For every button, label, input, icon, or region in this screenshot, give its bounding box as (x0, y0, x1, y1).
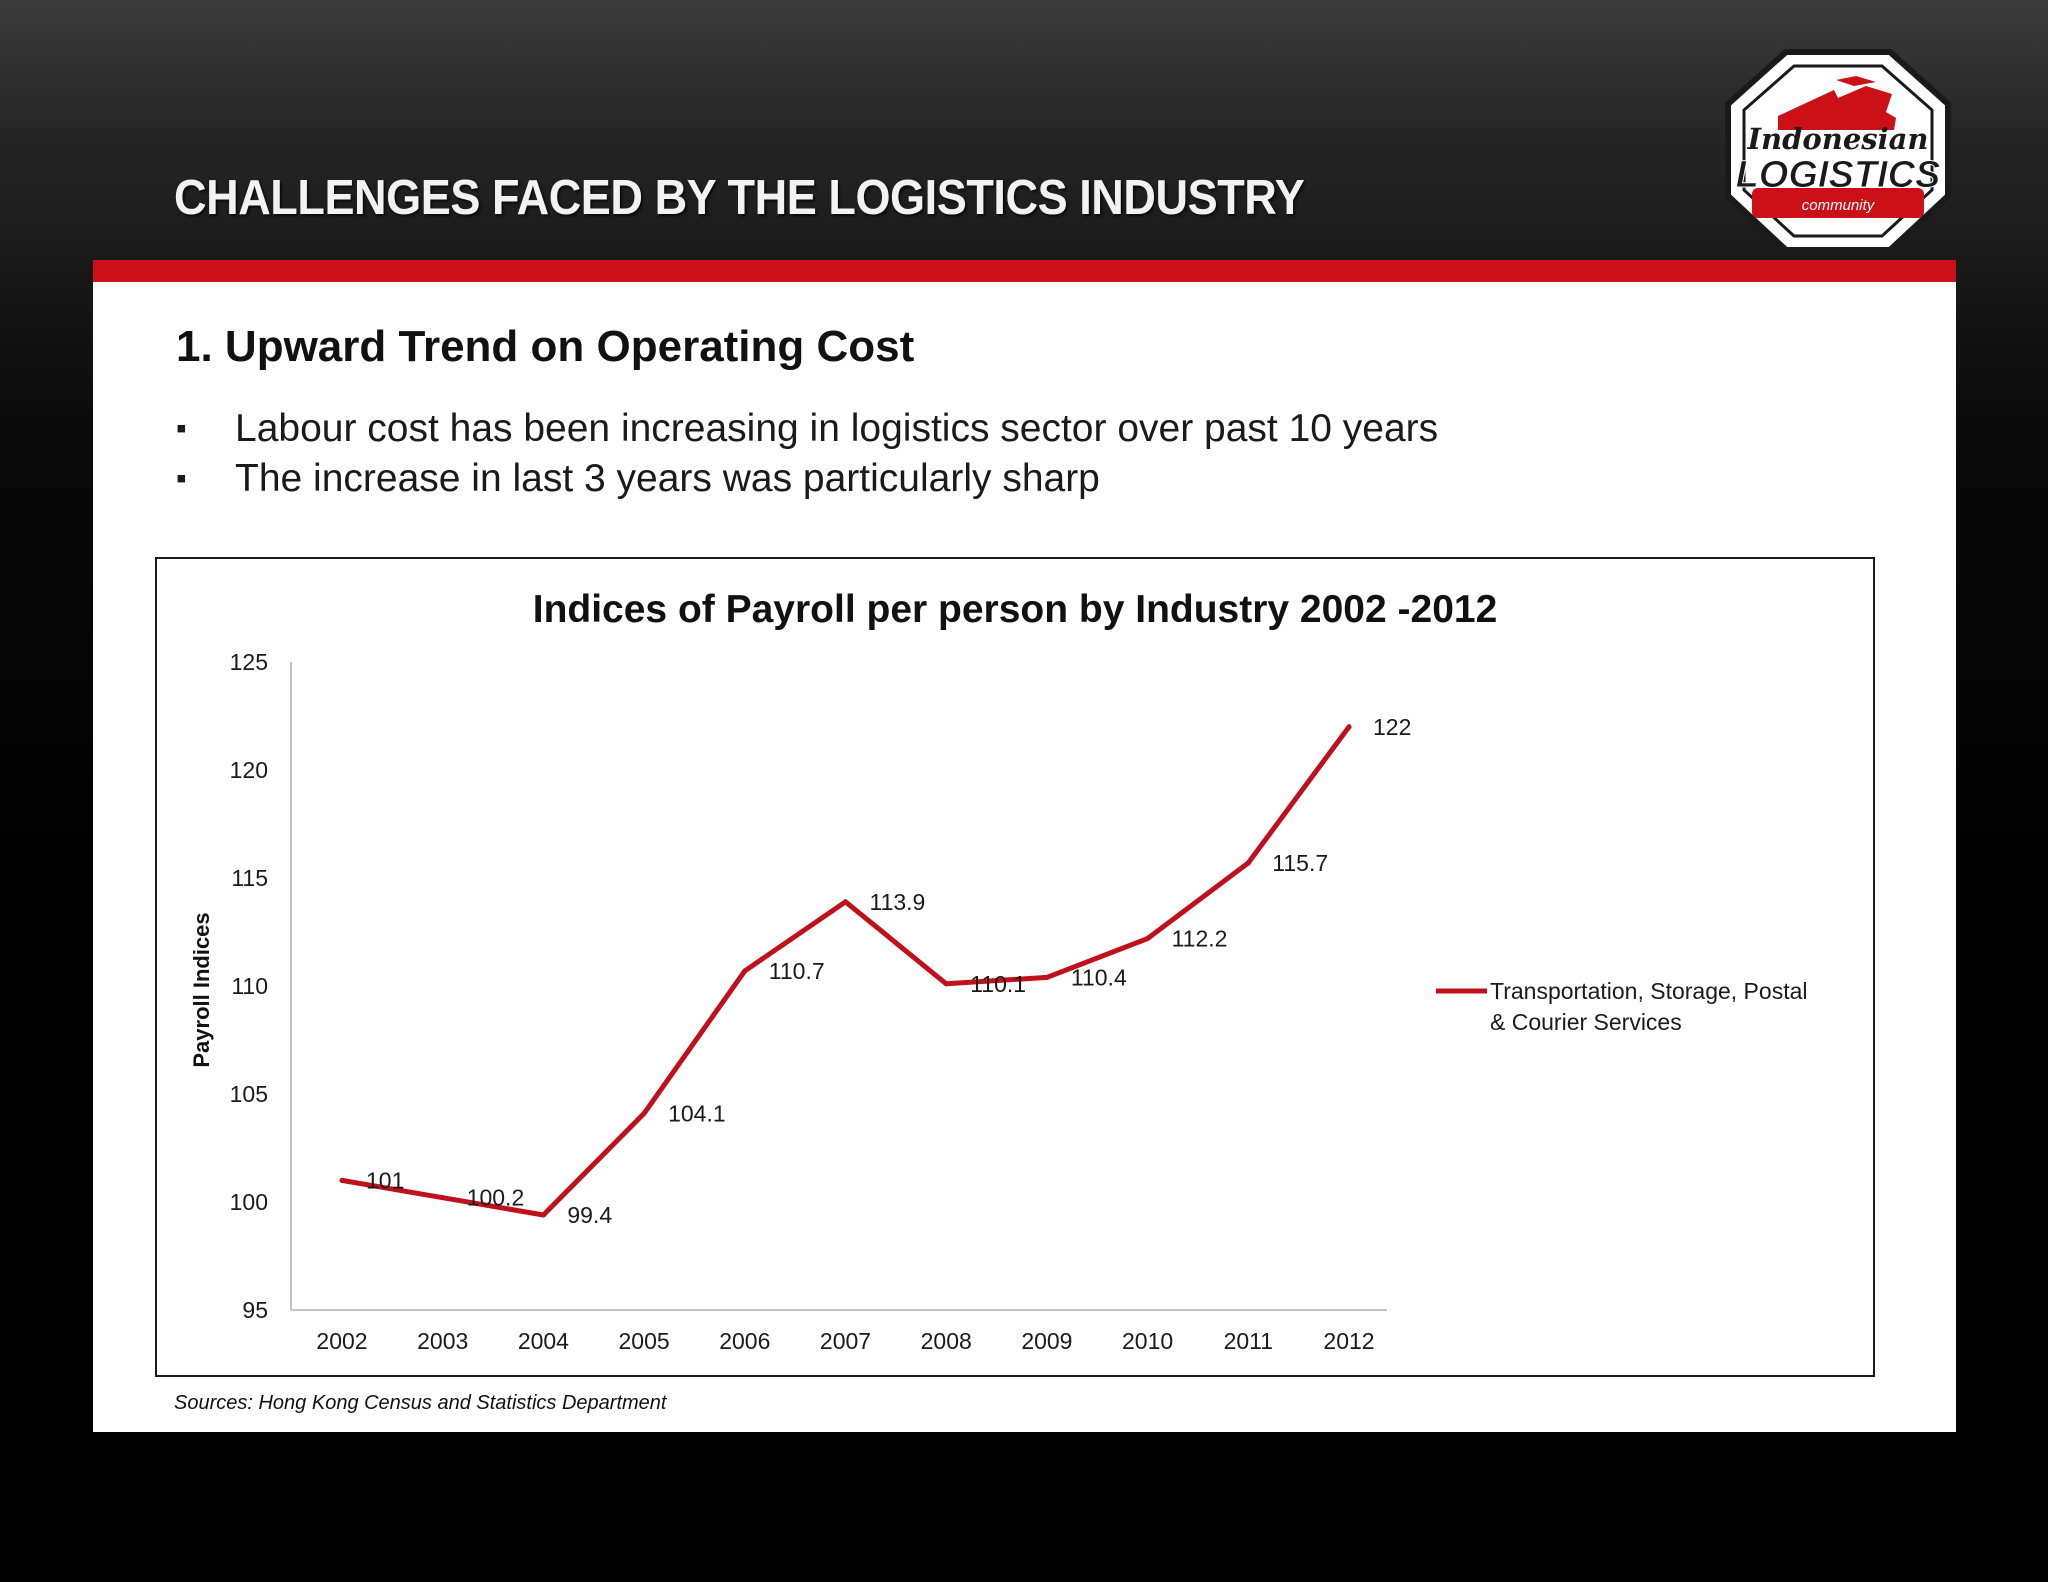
data-point (440, 1195, 446, 1201)
data-label: 100.2 (467, 1185, 525, 1211)
x-tick-label: 2010 (1122, 1328, 1173, 1354)
x-tick-label: 2004 (518, 1328, 569, 1354)
bullet-item: ▪ The increase in last 3 years was parti… (176, 454, 1438, 504)
chart-axes (290, 662, 1387, 1311)
x-tick-label: 2009 (1021, 1328, 1072, 1354)
bullet-text: Labour cost has been increasing in logis… (235, 407, 1439, 450)
slide-title: CHALLENGES FACED BY THE LOGISTICS INDUST… (174, 171, 1305, 225)
indonesian-logistics-logo: Indonesian LOGISTICS community (1725, 49, 1951, 253)
data-point (742, 968, 748, 974)
x-tick-label: 2005 (619, 1328, 670, 1354)
data-label: 104.1 (668, 1100, 726, 1126)
data-label: 101 (366, 1167, 404, 1193)
data-point (641, 1110, 647, 1116)
logo-line1: Indonesian (1746, 122, 1928, 156)
legend-label: Transportation, Storage, Postal (1490, 978, 1808, 1004)
y-tick-label: 105 (230, 1081, 268, 1107)
bullet-item: ▪ Labour cost has been increasing in log… (176, 404, 1438, 454)
bullet-text: The increase in last 3 years was particu… (235, 457, 1100, 500)
data-label: 115.7 (1272, 850, 1328, 876)
source-note: Sources: Hong Kong Census and Statistics… (174, 1392, 667, 1414)
x-tick-label: 2002 (316, 1328, 367, 1354)
data-label: 99.4 (567, 1202, 612, 1228)
x-tick-label: 2008 (921, 1328, 972, 1354)
data-label: 113.9 (870, 889, 926, 915)
data-point (540, 1212, 546, 1218)
y-tick-label: 120 (230, 757, 268, 783)
header-accent-bar (93, 260, 1956, 282)
y-tick-label: 100 (230, 1189, 268, 1215)
data-label: 110.4 (1071, 964, 1127, 990)
x-tick-label: 2006 (719, 1328, 770, 1354)
data-label: 122 (1373, 714, 1411, 740)
x-tick-label: 2007 (820, 1328, 871, 1354)
content-panel: 1. Upward Trend on Operating Cost ▪ Labo… (93, 282, 1956, 1432)
bullet-marker: ▪ (176, 412, 187, 445)
data-label: 110.7 (769, 958, 825, 984)
y-axis-label: Payroll Indices (189, 912, 214, 1067)
x-tick-label: 2012 (1323, 1328, 1374, 1354)
data-point (943, 981, 949, 987)
x-tick-label: 2003 (417, 1328, 468, 1354)
chart-legend: Transportation, Storage, Postal & Courier… (1436, 978, 1808, 1035)
chart-frame: Indices of Payroll per person by Industr… (155, 557, 1875, 1377)
y-tick-label: 110 (231, 973, 268, 999)
logo-line3: community (1802, 197, 1876, 214)
y-tick-label: 125 (230, 649, 268, 675)
chart-data-labels: 101 100.2 99.4 104.1 110.7 113.9 110.1 110.4 112… (366, 714, 1411, 1228)
data-point (1245, 860, 1251, 866)
chart-series (339, 724, 1352, 1218)
x-tick-label: 2011 (1224, 1328, 1273, 1354)
section-heading: 1. Upward Trend on Operating Cost (176, 322, 915, 371)
data-label: 112.2 (1172, 925, 1228, 951)
payroll-line-chart: Indices of Payroll per person by Industr… (189, 588, 1808, 1354)
series-line (339, 724, 1352, 1218)
y-tick-label: 115 (231, 865, 268, 891)
bullet-marker: ▪ (176, 462, 187, 495)
legend-label: & Courier Services (1490, 1009, 1682, 1035)
logo-line2: LOGISTICS (1736, 154, 1941, 196)
data-point (1346, 724, 1352, 730)
data-label: 110.1 (970, 971, 1026, 997)
chart-title: Indices of Payroll per person by Industr… (533, 588, 1498, 631)
data-point (843, 899, 848, 905)
data-point (1044, 974, 1050, 980)
y-tick-label: 95 (242, 1297, 268, 1323)
data-point (1145, 935, 1151, 941)
bullet-list: ▪ Labour cost has been increasing in log… (176, 404, 1438, 504)
chart-tick-labels: 95 100 105 110 115 120 125 2002 2003 2004 2005 2006… (230, 649, 1375, 1354)
data-point (339, 1177, 345, 1183)
